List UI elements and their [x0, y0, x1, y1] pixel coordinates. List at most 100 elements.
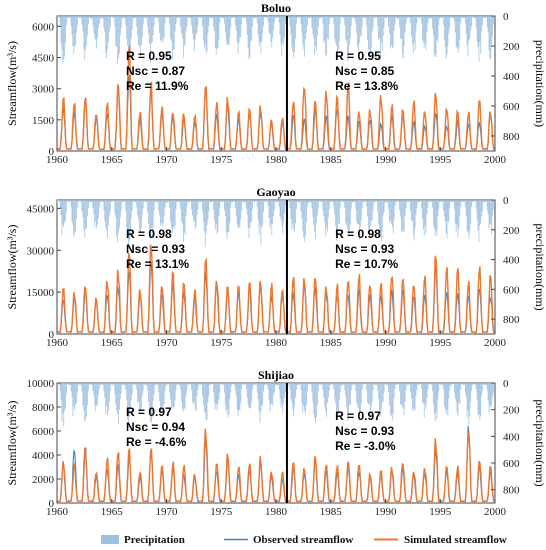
precipitation-bar — [462, 383, 463, 385]
precipitation-bar — [193, 200, 195, 222]
precipitation-bar — [395, 200, 397, 203]
precipitation-bar — [363, 16, 365, 18]
precipitation-bar — [135, 16, 137, 19]
precipitation-bar — [361, 200, 363, 209]
precipitation-bar — [309, 383, 311, 385]
panel-gaoyao: 1960 1965 1970 1975 1980 1985 1990 1995 20000150… — [5, 185, 546, 349]
precipitation-bar — [276, 16, 277, 18]
precipitation-bar — [334, 200, 336, 215]
precipitation-bar — [397, 16, 399, 19]
precipitation-bar — [204, 383, 206, 414]
precipitation-bar — [283, 383, 285, 404]
precipitation-bar — [260, 383, 262, 413]
precipitation-bar — [197, 16, 199, 26]
precipitation-bar — [210, 383, 212, 385]
precipitation-bar — [316, 16, 317, 51]
precipitation-bar — [355, 383, 357, 391]
precipitation-bar — [128, 16, 129, 62]
precipitation-bar — [67, 383, 69, 385]
precipitation-bar — [190, 383, 191, 385]
y-axis-label: Streamflow(m³/s) — [5, 401, 19, 486]
precipitation-bar — [419, 383, 421, 385]
precipitation-bar — [105, 16, 107, 53]
precipitation-bar — [342, 383, 344, 386]
precipitation-bar — [324, 383, 326, 407]
precipitation-bar — [146, 383, 148, 386]
precipitation-bar — [311, 200, 313, 209]
precipitation-bar — [397, 200, 399, 202]
precipitation-bar — [220, 16, 222, 18]
precipitation-bar — [359, 16, 360, 44]
precipitation-bar — [428, 383, 430, 385]
precipitation-bar — [307, 200, 308, 208]
precipitation-bar — [106, 16, 108, 59]
precipitation-bar — [485, 16, 487, 18]
precipitation-bar — [288, 16, 290, 19]
precipitation-bar — [83, 200, 85, 230]
precipitation-bar — [68, 200, 70, 203]
precipitation-bar — [130, 383, 131, 410]
precipitation-bar — [368, 200, 369, 230]
precipitation-bar — [426, 383, 428, 398]
precipitation-bar — [296, 383, 297, 390]
precipitation-bar — [474, 383, 475, 385]
x-tick-label: 1975 — [210, 154, 233, 166]
precipitation-bar — [460, 16, 462, 24]
precipitation-bar — [203, 383, 204, 405]
precipitation-bar — [211, 383, 212, 385]
precipitation-bar — [186, 383, 188, 391]
precipitation-bar — [389, 383, 390, 406]
precipitation-bar — [303, 16, 305, 50]
precipitation-bar — [152, 16, 154, 35]
precipitation-bar — [181, 16, 182, 33]
precipitation-bar — [410, 16, 411, 24]
precipitation-bar — [349, 383, 351, 406]
precipitation-bar — [444, 16, 446, 47]
precipitation-bar — [313, 383, 315, 414]
precipitation-bar — [148, 16, 149, 35]
precipitation-bar — [170, 383, 171, 400]
precipitation-bar — [359, 383, 360, 414]
precipitation-bar — [489, 383, 491, 406]
precipitation-bar — [454, 200, 456, 224]
precipitation-bar — [481, 200, 483, 217]
precipitation-bar — [288, 200, 290, 203]
precipitation-bar — [242, 200, 243, 202]
precipitation-bar — [150, 16, 152, 44]
precipitation-bar — [293, 383, 295, 417]
precipitation-bar — [453, 383, 455, 394]
precipitation-bar — [411, 200, 412, 221]
precipitation-bar — [220, 200, 222, 202]
precipitation-bar — [182, 383, 184, 412]
y2-tick-label: 0 — [503, 378, 509, 390]
precipitation-bar — [99, 383, 101, 385]
precipitation-bar — [84, 383, 86, 423]
precipitation-bar — [92, 16, 94, 26]
precipitation-bar — [226, 16, 228, 45]
precipitation-bar — [274, 16, 275, 23]
precipitation-bar — [72, 383, 74, 416]
precipitation-bar — [323, 200, 325, 217]
precipitation-bar — [346, 383, 348, 408]
precipitation-bar — [99, 16, 101, 19]
precipitation-bar — [471, 16, 473, 26]
precipitation-bar — [96, 16, 97, 49]
precipitation-bar — [343, 383, 345, 385]
precipitation-bar — [263, 200, 264, 213]
precipitation-bar — [377, 383, 379, 391]
precipitation-bar — [450, 16, 452, 19]
precipitation-bar — [411, 16, 413, 45]
precipitation-bar — [139, 200, 140, 231]
precipitation-bar — [483, 16, 484, 19]
precipitation-bar — [353, 383, 355, 385]
precipitation-bar — [166, 383, 168, 385]
precipitation-bar — [153, 16, 155, 26]
precipitation-bar — [275, 200, 276, 203]
precipitation-bar — [273, 200, 275, 216]
precipitation-bar — [133, 200, 135, 202]
precipitation-bar — [400, 200, 401, 217]
precipitation-bar — [335, 16, 337, 44]
precipitation-bar — [307, 16, 308, 26]
precipitation-bar — [69, 383, 71, 386]
precipitation-bar — [187, 200, 189, 202]
